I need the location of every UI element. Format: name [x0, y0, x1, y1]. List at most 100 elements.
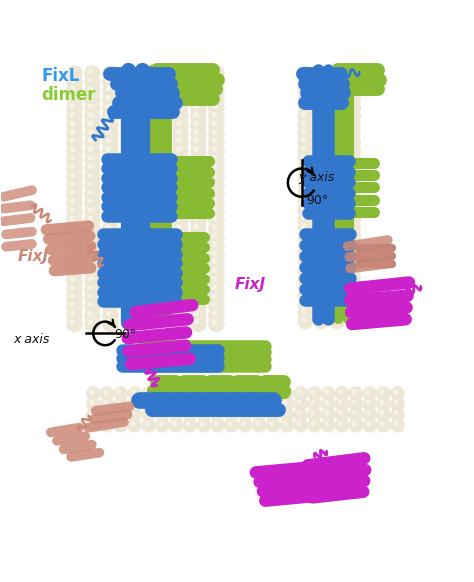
Circle shape [349, 257, 354, 262]
Circle shape [102, 83, 118, 99]
Circle shape [169, 397, 183, 411]
Circle shape [333, 112, 338, 117]
Circle shape [66, 273, 82, 289]
Circle shape [314, 74, 329, 90]
Circle shape [314, 91, 329, 107]
Circle shape [70, 276, 75, 282]
Circle shape [66, 65, 82, 81]
Circle shape [88, 129, 93, 134]
Circle shape [211, 267, 217, 273]
Circle shape [330, 271, 345, 286]
Circle shape [88, 147, 93, 152]
Circle shape [66, 152, 82, 168]
Circle shape [211, 120, 217, 126]
Circle shape [314, 83, 329, 98]
Circle shape [211, 190, 217, 195]
Circle shape [298, 74, 313, 90]
Circle shape [317, 214, 322, 219]
Circle shape [298, 246, 313, 261]
Circle shape [88, 207, 93, 212]
Circle shape [391, 397, 405, 411]
Circle shape [330, 314, 345, 329]
Circle shape [102, 221, 118, 237]
Circle shape [66, 100, 82, 116]
Circle shape [193, 129, 199, 134]
Circle shape [88, 69, 93, 74]
Circle shape [352, 421, 357, 426]
Circle shape [333, 292, 338, 297]
Circle shape [330, 306, 345, 321]
Circle shape [193, 112, 199, 118]
FancyArrow shape [121, 81, 145, 94]
Circle shape [88, 164, 93, 169]
Circle shape [158, 400, 163, 405]
Circle shape [88, 293, 93, 299]
Circle shape [84, 282, 100, 297]
Circle shape [66, 83, 82, 99]
Circle shape [84, 152, 100, 168]
Circle shape [193, 207, 199, 212]
Circle shape [346, 220, 361, 235]
Circle shape [314, 143, 329, 158]
Circle shape [346, 177, 361, 192]
Circle shape [70, 147, 75, 152]
Circle shape [225, 407, 238, 422]
Circle shape [301, 197, 306, 203]
Circle shape [145, 410, 149, 416]
Circle shape [346, 91, 361, 107]
Circle shape [308, 407, 322, 422]
Circle shape [349, 292, 354, 297]
Circle shape [346, 186, 361, 201]
Circle shape [191, 204, 206, 219]
Circle shape [393, 400, 398, 405]
Circle shape [211, 285, 217, 290]
Circle shape [333, 197, 338, 203]
Circle shape [193, 172, 199, 178]
Circle shape [346, 237, 361, 252]
Circle shape [88, 233, 93, 239]
Circle shape [301, 257, 306, 262]
Circle shape [102, 143, 118, 159]
Circle shape [346, 83, 361, 98]
Circle shape [211, 198, 217, 204]
Circle shape [349, 137, 354, 143]
Circle shape [317, 257, 322, 262]
Circle shape [208, 307, 224, 324]
Circle shape [84, 299, 100, 315]
Circle shape [346, 143, 361, 158]
Circle shape [346, 262, 361, 278]
Circle shape [176, 242, 181, 247]
Circle shape [333, 232, 338, 237]
Circle shape [191, 152, 206, 168]
Circle shape [228, 400, 232, 405]
Text: FixJ: FixJ [235, 277, 266, 292]
Circle shape [193, 86, 199, 91]
Circle shape [114, 418, 128, 432]
Circle shape [314, 66, 329, 81]
Circle shape [314, 246, 329, 261]
Circle shape [84, 255, 100, 272]
Circle shape [70, 164, 75, 169]
Circle shape [266, 397, 280, 411]
Circle shape [208, 255, 224, 272]
Circle shape [193, 215, 199, 221]
Circle shape [191, 316, 206, 332]
Circle shape [100, 407, 114, 422]
Circle shape [283, 421, 288, 426]
Circle shape [346, 314, 361, 329]
Circle shape [176, 181, 181, 187]
Circle shape [191, 169, 206, 185]
Circle shape [173, 134, 189, 151]
Circle shape [176, 164, 181, 169]
Circle shape [301, 214, 306, 219]
Circle shape [176, 285, 181, 290]
Circle shape [314, 194, 329, 210]
Circle shape [333, 189, 338, 194]
Circle shape [193, 242, 199, 247]
Circle shape [84, 238, 100, 254]
Circle shape [70, 94, 75, 100]
Circle shape [105, 190, 111, 195]
Circle shape [314, 262, 329, 278]
Circle shape [298, 280, 313, 295]
Circle shape [102, 195, 118, 211]
